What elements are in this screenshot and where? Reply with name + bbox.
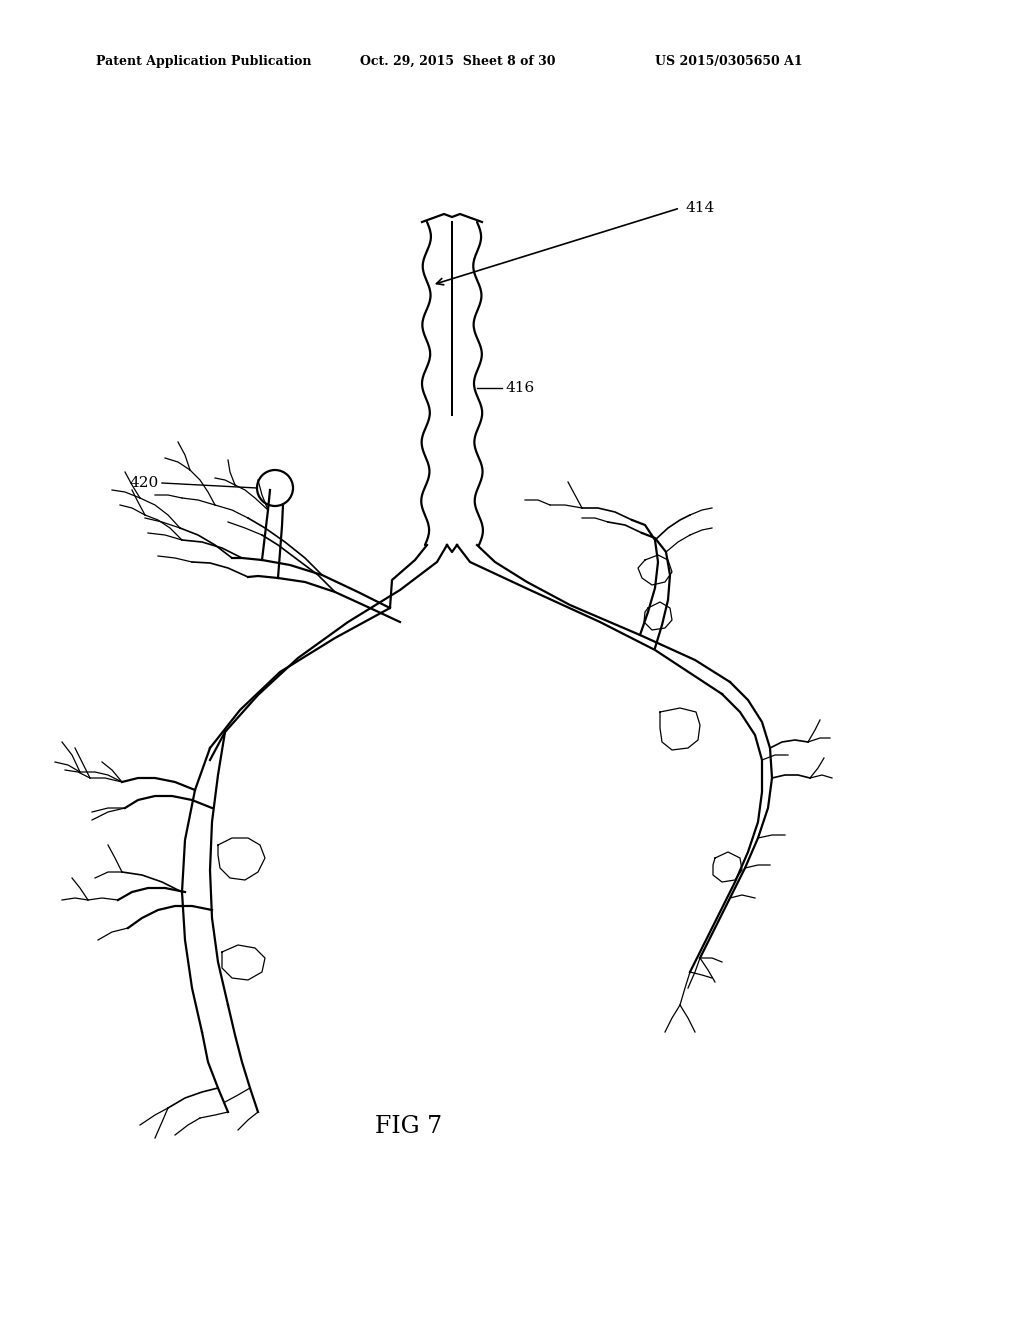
- Text: 414: 414: [685, 201, 715, 215]
- Text: Patent Application Publication: Patent Application Publication: [96, 55, 311, 69]
- Text: 416: 416: [505, 381, 535, 395]
- Text: Oct. 29, 2015  Sheet 8 of 30: Oct. 29, 2015 Sheet 8 of 30: [360, 55, 555, 69]
- Text: 420: 420: [130, 477, 159, 490]
- Text: FIG 7: FIG 7: [375, 1115, 442, 1138]
- Text: US 2015/0305650 A1: US 2015/0305650 A1: [655, 55, 803, 69]
